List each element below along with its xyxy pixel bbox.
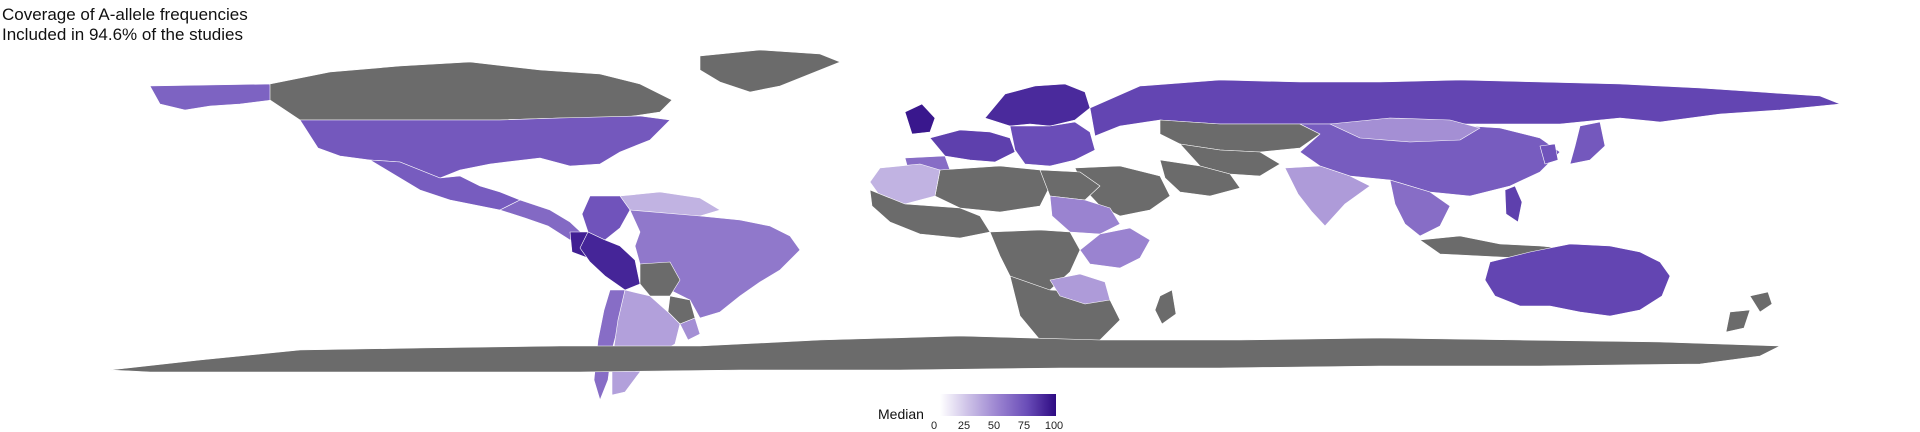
legend-tick-label: 75 [1017, 420, 1031, 432]
legend-tick-mark [998, 416, 999, 420]
region-japan [1569, 121, 1606, 165]
legend-ticks [940, 416, 1056, 421]
region-india [1284, 165, 1371, 227]
region-east-africa [1079, 227, 1151, 269]
map-title: Coverage of A-allele frequencies Include… [2, 5, 248, 45]
region-alaska [149, 83, 273, 111]
region-kazakhstan [1159, 119, 1321, 153]
region-mongolia [1329, 117, 1481, 143]
region-canada [269, 61, 673, 121]
region-north-africa [934, 165, 1051, 213]
legend-tick-mark [1027, 416, 1028, 420]
region-antarctica [109, 335, 1781, 373]
title-line-1: Coverage of A-allele frequencies [2, 5, 248, 24]
region-philippines [1504, 185, 1523, 223]
legend-tick-mark [940, 416, 941, 420]
region-egypt-libya [1039, 169, 1101, 201]
region-eastern-europe [1009, 121, 1096, 167]
region-southeast-asia [1389, 179, 1451, 237]
region-sudan [1049, 195, 1121, 235]
region-madagascar [1154, 289, 1177, 325]
region-united-states [299, 115, 671, 179]
title-line-2: Included in 94.6% of the studies [2, 25, 243, 44]
legend-tick-label: 100 [1044, 420, 1064, 432]
legend-tick-label: 50 [987, 420, 1001, 432]
region-western-europe [929, 129, 1016, 163]
region-new-zealand [1725, 291, 1773, 333]
region-korea [1539, 143, 1559, 165]
region-scandinavia [984, 83, 1091, 127]
legend-tick-label: 25 [957, 420, 971, 432]
legend-tick-mark [969, 416, 970, 420]
region-peru [579, 231, 641, 291]
region-greenland [699, 49, 841, 93]
region-australia [1484, 243, 1671, 317]
legend-color-bar [940, 394, 1056, 416]
legend-tick-mark [1055, 416, 1056, 420]
region-morocco-west-sahara [869, 163, 941, 205]
region-iran [1159, 159, 1241, 197]
region-west-africa [869, 189, 991, 239]
legend-title: Median [878, 406, 924, 422]
legend-tick-label: 0 [930, 420, 938, 432]
region-colombia [581, 195, 631, 241]
region-united-kingdom [904, 103, 936, 135]
region-uruguay [679, 317, 701, 341]
region-zimbabwe-malawi [1049, 273, 1111, 305]
